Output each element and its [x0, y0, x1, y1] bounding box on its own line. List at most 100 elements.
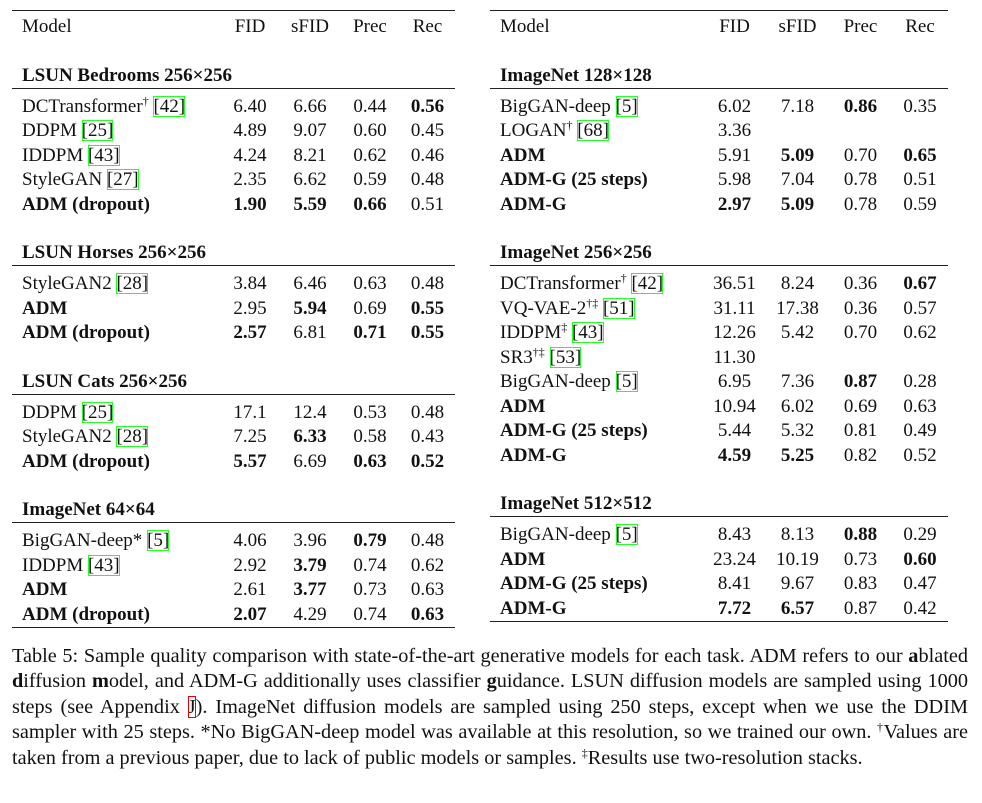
model-name: IDDPM	[22, 144, 84, 166]
caption-text: odel, and ADM-G additionally uses classi…	[108, 670, 487, 693]
model-name: DCTransformer	[22, 95, 143, 117]
value-cell: 2.95	[233, 297, 267, 319]
caption-text: Table 5: Sample quality comparison with …	[12, 645, 909, 667]
value-cell: 2.35	[233, 169, 267, 190]
table-row: ADM-G (25 steps) 5.44 5.32 0.81 0.49	[490, 419, 948, 444]
value-cell: 5.09	[780, 193, 815, 215]
model-name: ADM-G (25 steps)	[500, 573, 648, 594]
section-title: LSUN Bedrooms 256×256	[12, 64, 455, 89]
header-cell: FID	[234, 16, 266, 37]
table-row: ADM-G 7.72 6.57 0.87 0.42	[490, 597, 948, 622]
model-name: ADM-G	[500, 597, 567, 619]
table-row: ADM (dropout) 2.07 4.29 0.74 0.63	[12, 603, 455, 628]
value-cell: 0.46	[410, 144, 445, 166]
value-cell: 0.48	[410, 530, 445, 551]
table-row: ADM (dropout) 2.57 6.81 0.71 0.55	[12, 321, 455, 346]
value-cell: 0.74	[353, 554, 387, 576]
table-row: IDDPM [43] 2.92 3.79 0.74 0.62	[12, 554, 455, 579]
citation: [28]	[116, 273, 149, 294]
value-cell: 8.21	[293, 144, 327, 166]
section-title: ImageNet 128×128	[490, 64, 948, 89]
model-name: ADM-G	[500, 193, 567, 215]
model-cell: ADM	[490, 144, 703, 169]
value-cell: 8.13	[780, 524, 815, 545]
value-cell: 10.94	[713, 395, 756, 417]
value-cell: 7.25	[233, 426, 267, 447]
header-cell: Prec	[843, 16, 878, 37]
value-cell: 9.67	[780, 573, 815, 594]
table-row: BigGAN-deep [5] 6.02 7.18 0.86 0.35	[490, 95, 948, 120]
header-cell: FID	[719, 16, 750, 37]
model-cell: ADM-G	[490, 597, 703, 622]
value-cell: 0.62	[903, 322, 937, 343]
value-cell: 5.94	[293, 297, 327, 319]
model-name: DCTransformer	[500, 273, 621, 294]
value-cell: 11.30	[713, 346, 756, 368]
footnote-mark: †	[566, 118, 573, 132]
value-cell: 0.69	[353, 297, 387, 319]
value-cell: 0.62	[410, 554, 445, 576]
citation: [5]	[615, 371, 638, 392]
value-cell: 5.32	[780, 420, 815, 441]
value-cell: 0.45	[410, 120, 445, 141]
value-cell: 7.72	[717, 597, 752, 619]
table-row: LOGAN† [68] 3.36	[490, 119, 948, 144]
table-row: ADM-G 4.59 5.25 0.82 0.52	[490, 444, 948, 469]
model-cell: ADM (dropout)	[12, 321, 220, 346]
value-cell: 4.59	[717, 444, 752, 466]
footnote-mark: †	[142, 93, 149, 108]
value-cell: 3.36	[717, 120, 752, 141]
model-name: StyleGAN2	[22, 273, 112, 294]
model-cell: DDPM [25]	[12, 119, 220, 144]
empty-cell	[829, 346, 892, 371]
value-cell: 0.42	[903, 597, 937, 619]
empty-cell	[766, 346, 829, 371]
model-name: IDDPM	[500, 322, 562, 343]
section-title: ImageNet 512×512	[490, 492, 948, 517]
model-name: ADM-G (25 steps)	[500, 169, 648, 190]
caption-text: †	[877, 720, 884, 735]
value-cell: 0.60	[353, 120, 387, 141]
table-row: DDPM [25] 4.89 9.07 0.60 0.45	[12, 119, 455, 144]
model-cell: BigGAN-deep* [5]	[12, 529, 220, 554]
footnote-mark: †‡	[532, 344, 545, 359]
caption: Table 5: Sample quality comparison with …	[12, 644, 968, 771]
model-cell: ADM-G (25 steps)	[490, 419, 703, 444]
table-row: ADM 10.94 6.02 0.69 0.63	[490, 395, 948, 420]
citation: [42]	[631, 273, 664, 294]
table-row: DCTransformer† [42] 6.40 6.66 0.44 0.56	[12, 95, 455, 120]
value-cell: 0.52	[410, 450, 445, 472]
value-cell: 6.02	[780, 395, 815, 417]
model-name: DDPM	[22, 401, 77, 423]
value-cell: 5.42	[780, 322, 815, 343]
section-title: ImageNet 64×64	[12, 498, 455, 523]
value-cell: 0.51	[410, 193, 445, 215]
caption-text: a	[908, 645, 919, 667]
section-title: LSUN Horses 256×256	[12, 241, 455, 266]
table-row: ADM 2.61 3.77 0.73 0.63	[12, 578, 455, 603]
model-name: StyleGAN	[22, 169, 103, 190]
value-cell: 0.43	[410, 426, 445, 447]
value-cell: 0.79	[353, 530, 387, 551]
model-cell: LOGAN† [68]	[490, 119, 703, 144]
value-cell: 0.70	[843, 322, 878, 343]
value-cell: 0.36	[843, 273, 878, 294]
model-cell: ADM-G	[490, 444, 703, 469]
model-cell: DCTransformer† [42]	[12, 95, 220, 120]
value-cell: 7.04	[780, 169, 815, 190]
value-cell: 0.44	[353, 95, 387, 117]
value-cell: 8.41	[717, 573, 752, 594]
value-cell: 2.97	[717, 193, 752, 215]
value-cell: 6.62	[293, 169, 327, 190]
model-name: ADM-G (25 steps)	[500, 420, 648, 441]
value-cell: 0.83	[843, 573, 878, 594]
section-title: ImageNet 256×256	[490, 241, 948, 266]
caption-text: g	[486, 670, 497, 693]
value-cell: 31.11	[713, 297, 756, 319]
value-cell: 0.81	[843, 420, 878, 441]
table-row: ADM 2.95 5.94 0.69 0.55	[12, 297, 455, 322]
value-cell: 0.52	[903, 444, 937, 466]
table-row: SR3†‡ [53] 11.30	[490, 346, 948, 371]
header-cell: Model	[22, 16, 72, 37]
value-cell: 6.02	[717, 95, 752, 117]
